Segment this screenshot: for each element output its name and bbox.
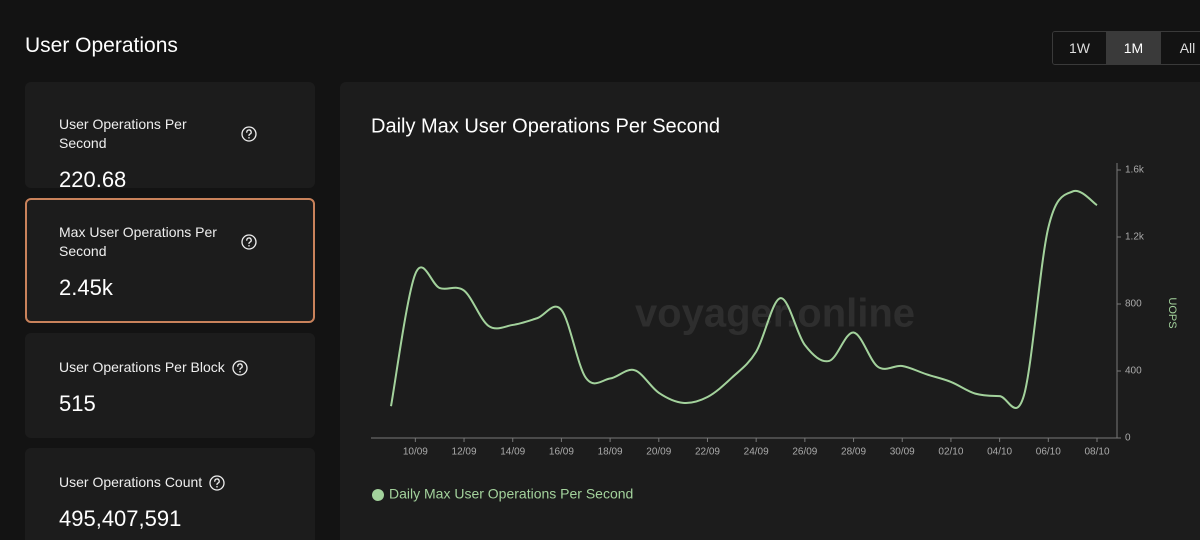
- y-tick-label: 800: [1125, 299, 1142, 310]
- x-tick-label: 24/09: [744, 447, 769, 458]
- watermark: voyager.online: [635, 292, 915, 336]
- x-tick-label: 20/09: [646, 447, 671, 458]
- help-icon[interactable]: [240, 233, 258, 251]
- y-tick-label: 400: [1125, 366, 1142, 377]
- help-icon[interactable]: [231, 359, 249, 377]
- stat-card[interactable]: User Operations Count 495,407,591: [25, 448, 315, 540]
- y-tick-label: 0: [1125, 433, 1131, 444]
- range-button[interactable]: 1M: [1107, 32, 1161, 64]
- x-tick-label: 26/09: [792, 447, 817, 458]
- range-button[interactable]: All: [1161, 32, 1200, 64]
- y-axis-label: UOPS: [1166, 297, 1178, 328]
- stat-card[interactable]: Max User Operations Per Second 2.45k: [25, 198, 315, 323]
- x-tick-label: 18/09: [598, 447, 623, 458]
- help-icon[interactable]: [208, 474, 226, 492]
- range-selector: 1W 1M All: [1052, 31, 1200, 65]
- legend-marker: [372, 489, 384, 501]
- x-tick-label: 16/09: [549, 447, 574, 458]
- stat-label: User Operations Count: [59, 474, 203, 490]
- y-tick-label: 1.2k: [1125, 232, 1145, 243]
- stat-value: 515: [59, 391, 96, 416]
- x-tick-label: 28/09: [841, 447, 866, 458]
- chart-panel: [340, 82, 1200, 540]
- stat-label: Max User Operations Per Second: [59, 224, 217, 259]
- stat-card[interactable]: User Operations Per Second 220.68: [25, 82, 315, 192]
- x-tick-label: 02/10: [938, 447, 963, 458]
- stat-label-row: Max User Operations Per Second: [59, 223, 281, 261]
- stat-label-row: User Operations Per Second: [59, 115, 281, 153]
- page-title: User Operations: [25, 34, 178, 57]
- stat-card[interactable]: User Operations Per Block 515: [25, 333, 315, 438]
- stat-label: User Operations Per Block: [59, 359, 225, 375]
- x-tick-label: 04/10: [987, 447, 1012, 458]
- x-tick-label: 30/09: [890, 447, 915, 458]
- x-tick-label: 10/09: [403, 447, 428, 458]
- stat-value: 220.68: [59, 167, 127, 192]
- stat-label-row: User Operations Per Block: [59, 358, 281, 377]
- stat-label-row: User Operations Count: [59, 473, 281, 492]
- stat-value: 2.45k: [59, 275, 113, 300]
- stat-value: 495,407,591: [59, 506, 182, 531]
- line: [390, 189, 1098, 410]
- range-button[interactable]: 1W: [1053, 32, 1107, 64]
- x-tick-label: 06/10: [1036, 447, 1061, 458]
- x-tick-label: 14/09: [500, 447, 525, 458]
- x-tick-label: 22/09: [695, 447, 720, 458]
- legend-label: Daily Max User Operations Per Second: [389, 486, 633, 502]
- x-tick-label: 12/09: [452, 447, 477, 458]
- x-tick-label: 08/10: [1084, 447, 1109, 458]
- chart-title: Daily Max User Operations Per Second: [371, 115, 720, 137]
- stat-label: User Operations Per Second: [59, 116, 187, 151]
- help-icon[interactable]: [240, 125, 258, 143]
- y-tick-label: 1.6k: [1125, 165, 1145, 176]
